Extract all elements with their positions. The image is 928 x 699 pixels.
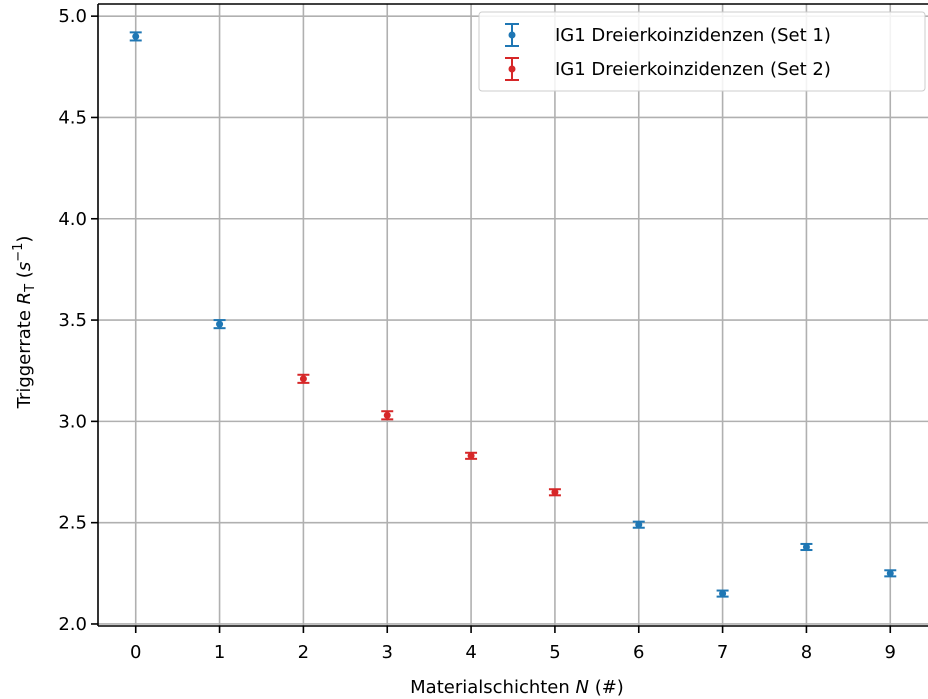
data-point [551, 488, 559, 496]
x-tick-label: 8 [801, 642, 812, 663]
x-tick-label: 3 [382, 642, 393, 663]
y-tick-label: 4.0 [58, 209, 87, 230]
data-point [216, 320, 224, 328]
legend-entry: IG1 Dreierkoinzidenzen (Set 1) [505, 23, 831, 47]
x-axis-label: Materialschichten N (#) [410, 677, 624, 698]
data-point [802, 543, 810, 551]
legend-marker [508, 65, 516, 73]
x-tick-label: 0 [130, 642, 141, 663]
legend-frame [478, 11, 926, 92]
legend-label: IG1 Dreierkoinzidenzen (Set 1) [555, 25, 831, 46]
x-tick-label: 9 [885, 642, 896, 663]
y-tick-label: 3.0 [58, 411, 87, 432]
data-point [886, 569, 894, 577]
x-ticks: 0 1 2 3 4 5 6 7 8 9 [130, 626, 896, 663]
y-tick-label: 2.0 [58, 614, 87, 635]
x-tick-label: 4 [465, 642, 476, 663]
y-tick-label: 2.5 [58, 513, 87, 534]
data-point [635, 521, 643, 529]
data-point [132, 32, 140, 40]
data-point [467, 452, 475, 460]
data-point [299, 375, 307, 383]
data-point [719, 590, 727, 598]
axes [97, 3, 928, 627]
grid [98, 4, 928, 626]
y-tick-label: 5.0 [58, 6, 87, 27]
x-tick-label: 6 [633, 642, 644, 663]
data-points [132, 32, 894, 598]
data-point [383, 411, 391, 419]
y-ticks: 2.0 2.5 3.0 3.5 4.0 4.5 5.0 [58, 6, 98, 635]
y-tick-label: 4.5 [58, 107, 87, 128]
x-tick-label: 7 [717, 642, 728, 663]
x-tick-label: 5 [549, 642, 560, 663]
x-tick-label: 2 [298, 642, 309, 663]
x-tick-label: 1 [214, 642, 225, 663]
y-tick-label: 3.5 [58, 310, 87, 331]
legend: IG1 Dreierkoinzidenzen (Set 1) IG1 Dreier… [478, 11, 926, 92]
y-axis-label: Triggerrate RT (s−1) [11, 236, 38, 410]
legend-label: IG1 Dreierkoinzidenzen (Set 2) [555, 59, 831, 80]
legend-marker [508, 31, 516, 39]
legend-entry: IG1 Dreierkoinzidenzen (Set 2) [505, 57, 831, 81]
